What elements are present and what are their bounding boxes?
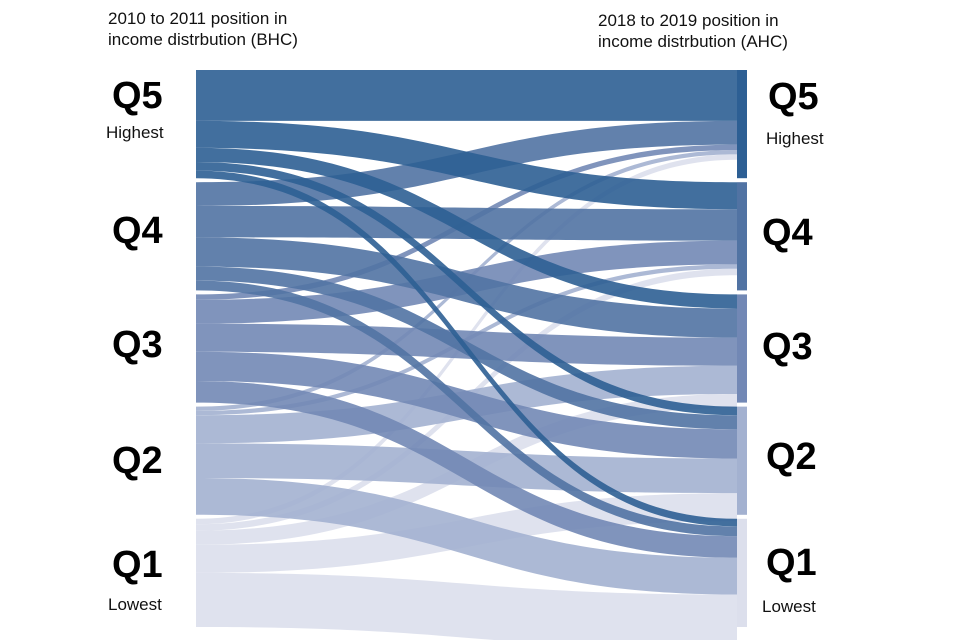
flow-q5-to-q1	[196, 170, 737, 527]
flow-q1-to-q1	[196, 572, 737, 640]
left-header-line-1: 2010 to 2011 position in	[108, 9, 288, 28]
flow-layer	[196, 70, 737, 640]
right-node-q1	[737, 518, 747, 627]
left-label-q1: Q1	[112, 544, 163, 586]
flow-q4-to-q1	[196, 280, 737, 537]
flow-q5-to-q3	[196, 147, 737, 309]
left-label-q4: Q4	[112, 210, 163, 252]
right-label-q4: Q4	[762, 212, 813, 254]
flow-q5-to-q2	[196, 161, 737, 416]
flow-q5-to-q5	[196, 70, 737, 121]
flow-q2-to-q1	[196, 478, 737, 595]
left-sublabel-lowest: Lowest	[108, 595, 162, 614]
left-label-q3: Q3	[112, 324, 163, 366]
right-label-q2: Q2	[766, 436, 817, 478]
flow-q5-to-q4	[196, 120, 737, 210]
right-label-q1: Q1	[766, 542, 817, 584]
node-layer	[737, 70, 747, 627]
left-sublabel-highest: Highest	[106, 123, 164, 142]
right-axis-header: 2018 to 2019 position in income distrbut…	[598, 10, 898, 52]
right-sublabel-lowest: Lowest	[762, 597, 816, 616]
left-label-q2: Q2	[112, 440, 163, 482]
right-header-line-2: income distrbution (AHC)	[598, 32, 788, 51]
left-header-line-2: income distrbution (BHC)	[108, 30, 298, 49]
right-node-q3	[737, 294, 747, 403]
right-header-line-1: 2018 to 2019 position in	[598, 11, 779, 30]
left-axis-header: 2010 to 2011 position in income distrbut…	[108, 8, 408, 50]
right-node-q5	[737, 70, 747, 179]
right-label-q5: Q5	[768, 76, 819, 118]
flow-q3-to-q1	[196, 380, 737, 558]
right-sublabel-highest: Highest	[766, 129, 824, 148]
right-label-q3: Q3	[762, 326, 813, 368]
right-node-q2	[737, 406, 747, 515]
right-node-q4	[737, 182, 747, 291]
left-label-q5: Q5	[112, 75, 163, 117]
